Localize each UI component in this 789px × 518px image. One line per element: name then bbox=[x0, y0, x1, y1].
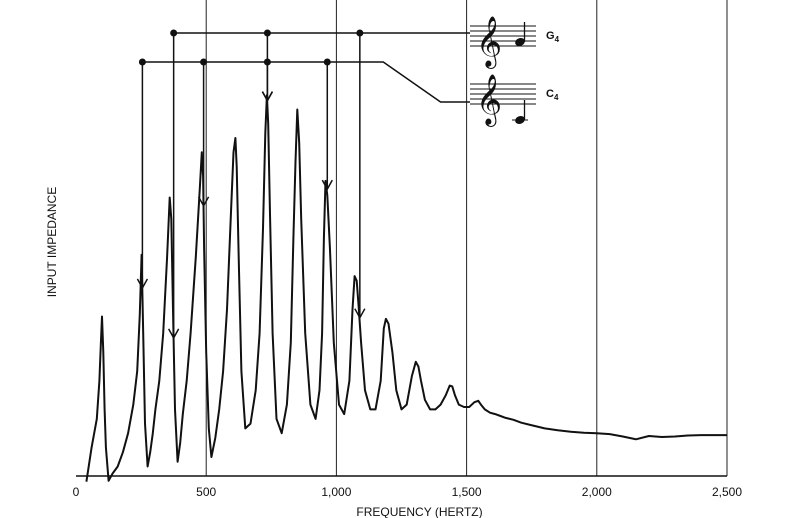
note-head bbox=[515, 38, 525, 46]
y-axis-title: INPUT IMPEDANCE bbox=[45, 187, 59, 297]
arrow-head bbox=[261, 91, 274, 103]
vertical-gridlines bbox=[205, 0, 728, 476]
arrow-head bbox=[197, 196, 210, 208]
x-tick-label: 1,500 bbox=[452, 485, 482, 499]
impedance-curve bbox=[85, 94, 727, 482]
x-tick-label: 2,000 bbox=[582, 485, 612, 499]
x-tick-labels: 0 500 1,000 1,500 2,000 2,500 bbox=[73, 485, 743, 499]
note-subscript: 4 bbox=[555, 35, 560, 44]
note-connector bbox=[142, 61, 470, 103]
arrow-head bbox=[167, 328, 180, 340]
arrow-head bbox=[354, 308, 366, 320]
note-subscript: 4 bbox=[554, 93, 559, 102]
note-label: G4 bbox=[546, 30, 560, 44]
series-layer bbox=[85, 94, 727, 482]
x-axis-title: FREQUENCY (HERTZ) bbox=[356, 505, 482, 518]
x-tick-label: 0 bbox=[73, 485, 80, 499]
x-tick-label: 500 bbox=[196, 485, 216, 499]
treble-clef-icon: 𝄞 bbox=[476, 74, 502, 127]
treble-clef-icon: 𝄞 bbox=[476, 16, 502, 69]
note-annotations: 𝄞 G4 𝄞 C4 bbox=[136, 16, 560, 340]
arrow-head bbox=[136, 278, 149, 290]
staff-notation: 𝄞 C4 bbox=[470, 74, 559, 127]
x-tick-label: 2,500 bbox=[712, 485, 742, 499]
staff-notation: 𝄞 G4 bbox=[470, 16, 560, 69]
note-label: C4 bbox=[546, 88, 559, 102]
arrow-head bbox=[321, 179, 333, 191]
x-tick-label: 1,000 bbox=[321, 485, 351, 499]
